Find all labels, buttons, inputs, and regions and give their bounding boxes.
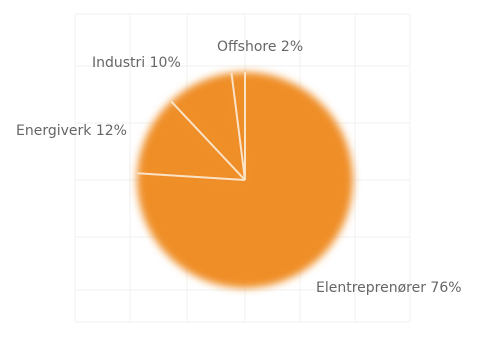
slice-label-offshore: Offshore 2% [217,39,303,55]
slice-separator [137,172,246,181]
slice-separators [137,72,246,181]
slice-labels: Elentreprenører 76% Energiverk 12% Indus… [16,39,462,296]
pie-slice-energiverk [137,101,245,180]
slice-label-industri: Industri 10% [92,55,181,71]
slice-label-energiverk: Energiverk 12% [16,123,127,139]
slice-separator [230,72,246,181]
slice-separator [170,100,246,181]
pie-slice-industri [171,72,245,180]
slice-label-elentreprenorer: Elentreprenører 76% [316,280,462,296]
